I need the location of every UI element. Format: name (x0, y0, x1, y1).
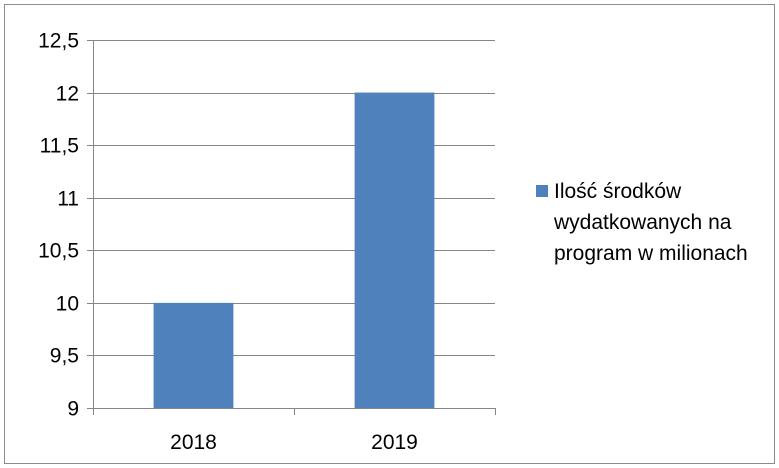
legend-swatch (536, 185, 548, 197)
y-tick-label: 10 (56, 293, 79, 316)
y-tick-label: 11 (57, 188, 79, 211)
x-tick-label: 2018 (170, 431, 217, 454)
y-tick-label: 9 (67, 398, 79, 421)
y-tick-label: 12 (56, 83, 79, 106)
bar-2019 (354, 92, 435, 409)
y-tick-label: 11,5 (40, 135, 79, 158)
y-tick-label: 9,5 (50, 345, 79, 368)
legend: Ilość środków wydatkowanych na program w… (536, 176, 766, 269)
y-tick-label: 12,5 (38, 30, 79, 53)
x-tick-label: 2019 (371, 431, 418, 454)
y-tick-label: 10,5 (38, 240, 79, 263)
legend-label: Ilość środków wydatkowanych na program w… (554, 180, 748, 265)
bar-2018 (153, 302, 234, 408)
